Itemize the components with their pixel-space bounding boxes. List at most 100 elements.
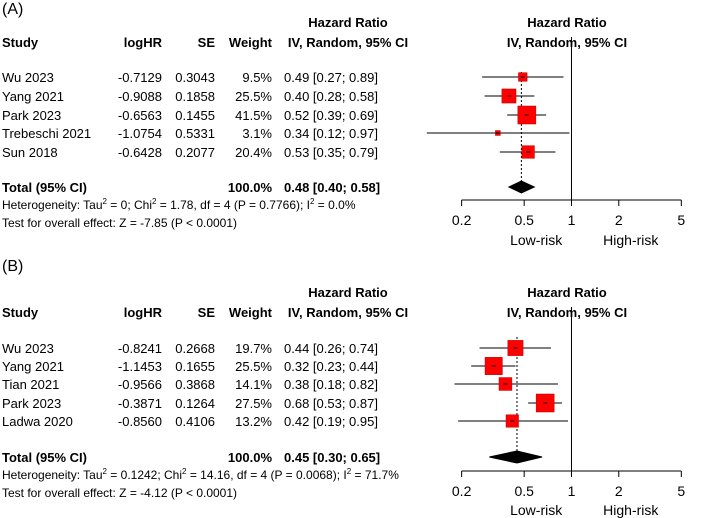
total-hr-ci: 0.48 [0.40; 0.58] — [284, 180, 380, 195]
study-loghr: -0.6563 — [118, 108, 162, 123]
study-name: Ladwa 2020 — [2, 414, 73, 429]
total-label: Total (95% CI) — [2, 180, 87, 195]
superscript: 2 — [347, 467, 352, 476]
favours-right-label: High-risk — [603, 232, 659, 248]
study-se: 0.1655 — [175, 359, 215, 374]
x-tick-label: 0.5 — [514, 212, 534, 228]
study-se: 0.2668 — [175, 341, 215, 356]
total-label: Total (95% CI) — [2, 450, 87, 465]
study-row: Wu 2023 -0.7129 0.3043 9.5% 0.49 [0.27; 0.89… — [2, 70, 378, 85]
study-row: Sun 2018 -0.6428 0.2077 20.4% 0.53 [0.35; 0.… — [2, 145, 378, 160]
header-weight: Weight — [229, 35, 273, 50]
forest-panel-a: (A) Study logHR SE Weight Hazard Ratio IV, Ran… — [2, 1, 685, 248]
study-loghr: -0.3871 — [118, 396, 162, 411]
x-tick-label: 2 — [615, 212, 623, 228]
study-hr-ci: 0.34 [0.12; 0.97] — [284, 126, 378, 141]
superscript: 2 — [152, 197, 157, 206]
study-hr-ci: 0.38 [0.18; 0.82] — [284, 377, 378, 392]
favours-left-label: Low-risk — [510, 502, 563, 518]
header-hr-title: Hazard Ratio — [308, 15, 388, 30]
superscript: 2 — [182, 467, 187, 476]
study-loghr: -1.1453 — [118, 359, 162, 374]
study-weight: 3.1% — [242, 126, 272, 141]
study-hr-ci: 0.32 [0.23; 0.44] — [284, 359, 378, 374]
study-hr-ci: 0.40 [0.28; 0.58] — [284, 89, 378, 104]
heterogeneity-part: Heterogeneity: Tau — [2, 198, 103, 212]
total-weight: 100.0% — [228, 180, 273, 195]
x-tick-label: 0.2 — [452, 212, 472, 228]
header-study: Study — [2, 35, 39, 50]
study-loghr: -0.8560 — [118, 414, 162, 429]
study-weight: 14.1% — [235, 377, 272, 392]
study-weight: 25.5% — [235, 89, 272, 104]
study-name: Park 2023 — [2, 108, 61, 123]
header-loghr: logHR — [124, 35, 163, 50]
study-weight: 20.4% — [235, 145, 272, 160]
x-tick-label: 0.2 — [452, 483, 472, 499]
heterogeneity-part: = 0; Chi — [107, 198, 152, 212]
study-name: Tian 2021 — [2, 377, 59, 392]
heterogeneity-part: = 0.1242; Chi — [107, 468, 182, 482]
panel-label: (B) — [2, 258, 23, 275]
study-row: Yang 2021 -1.1453 0.1655 25.5% 0.32 [0.23; 0… — [2, 359, 378, 374]
study-row: Wu 2023 -0.8241 0.2668 19.7% 0.44 [0.26; 0.7… — [2, 341, 378, 356]
x-tick-label: 5 — [677, 212, 685, 228]
superscript: 2 — [310, 197, 315, 206]
study-loghr: -0.9566 — [118, 377, 162, 392]
total-hr-ci: 0.45 [0.30; 0.65] — [284, 450, 380, 465]
study-hr-ci: 0.49 [0.27; 0.89] — [284, 70, 378, 85]
panel-label: (A) — [2, 1, 23, 18]
heterogeneity-text: Heterogeneity: Tau2 = 0; Chi2 = 1.78, df… — [2, 197, 356, 212]
study-se: 0.5331 — [175, 126, 215, 141]
overall-effect-text: Test for overall effect: Z = -4.12 (P < … — [2, 486, 237, 500]
favours-left-label: Low-risk — [510, 232, 563, 248]
total-weight: 100.0% — [228, 450, 273, 465]
study-name: Park 2023 — [2, 396, 61, 411]
study-weight: 27.5% — [235, 396, 272, 411]
study-loghr: -1.0754 — [118, 126, 162, 141]
header-plot-title: Hazard Ratio — [527, 285, 607, 300]
heterogeneity-part: Heterogeneity: Tau — [2, 468, 103, 482]
header-weight: Weight — [229, 305, 273, 320]
study-name: Wu 2023 — [2, 341, 54, 356]
study-weight: 13.2% — [235, 414, 272, 429]
heterogeneity-part: = 1.78, df = 4 (P = 0.7766); I — [156, 198, 310, 212]
study-loghr: -0.7129 — [118, 70, 162, 85]
study-name: Trebeschi 2021 — [2, 126, 91, 141]
header-study: Study — [2, 305, 39, 320]
header-plot-subtitle: IV, Random, 95% CI — [507, 35, 627, 50]
x-tick-label: 2 — [615, 483, 623, 499]
forest-panel-b: (B) Study logHR SE Weight Hazard Ratio IV, Ran… — [2, 258, 685, 518]
x-tick-label: 0.5 — [514, 483, 534, 499]
header-plot-title: Hazard Ratio — [527, 15, 607, 30]
study-hr-ci: 0.68 [0.53; 0.87] — [284, 396, 378, 411]
x-tick-label: 1 — [568, 212, 576, 228]
study-row: Park 2023 -0.3871 0.1264 27.5% 0.68 [0.53; 0… — [2, 396, 378, 411]
study-se: 0.2077 — [175, 145, 215, 160]
study-loghr: -0.9088 — [118, 89, 162, 104]
study-se: 0.1455 — [175, 108, 215, 123]
header-plot-subtitle: IV, Random, 95% CI — [507, 305, 627, 320]
study-row: Tian 2021 -0.9566 0.3868 14.1% 0.38 [0.18; 0… — [2, 377, 378, 392]
study-loghr: -0.6428 — [118, 145, 162, 160]
header-se: SE — [198, 305, 216, 320]
study-hr-ci: 0.42 [0.19; 0.95] — [284, 414, 378, 429]
study-hr-ci: 0.44 [0.26; 0.74] — [284, 341, 378, 356]
study-se: 0.3043 — [175, 70, 215, 85]
study-weight: 19.7% — [235, 341, 272, 356]
study-weight: 41.5% — [235, 108, 272, 123]
header-hr-subtitle: IV, Random, 95% CI — [288, 35, 408, 50]
favours-right-label: High-risk — [603, 502, 659, 518]
study-name: Yang 2021 — [2, 89, 64, 104]
study-name: Sun 2018 — [2, 145, 58, 160]
study-weight: 25.5% — [235, 359, 272, 374]
heterogeneity-part: = 14.16, df = 4 (P = 0.0068); I — [186, 468, 346, 482]
study-hr-ci: 0.52 [0.39; 0.69] — [284, 108, 378, 123]
pooled-diamond — [489, 450, 543, 464]
study-se: 0.3868 — [175, 377, 215, 392]
pooled-diamond — [507, 180, 536, 194]
study-row: Ladwa 2020 -0.8560 0.4106 13.2% 0.42 [0.19; … — [2, 414, 378, 429]
study-name: Wu 2023 — [2, 70, 54, 85]
header-se: SE — [198, 35, 216, 50]
